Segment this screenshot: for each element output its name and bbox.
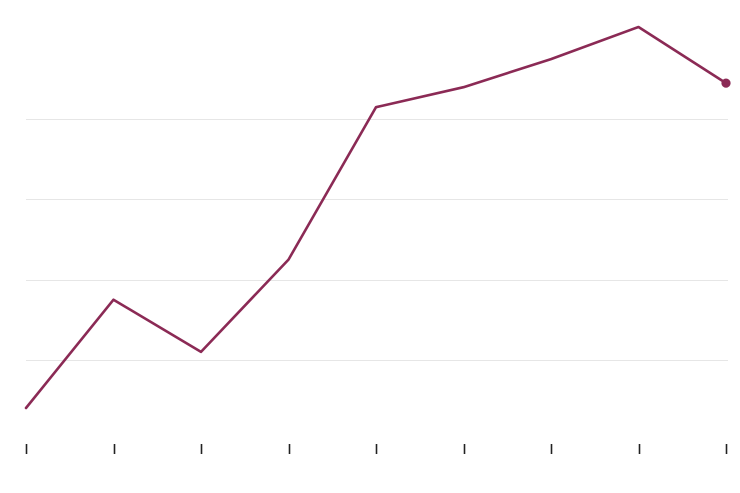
gridlines <box>26 119 728 361</box>
series-line <box>24 25 728 410</box>
x-axis-ticks <box>25 444 728 454</box>
series-group <box>24 25 731 410</box>
end-point-marker <box>721 78 731 88</box>
